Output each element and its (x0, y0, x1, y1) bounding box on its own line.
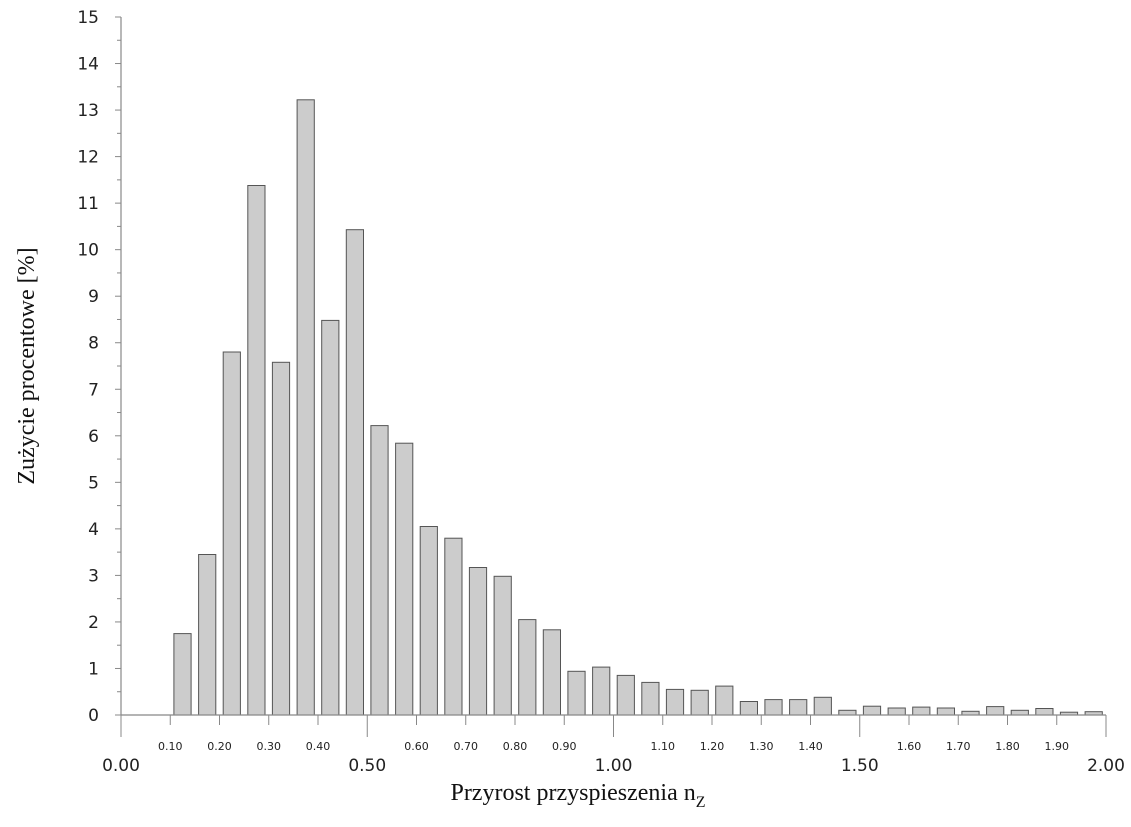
x-minor-tick-label: 1.60 (897, 740, 922, 753)
y-tick-label: 15 (77, 8, 99, 28)
bar (616, 674, 635, 716)
bar (296, 99, 315, 716)
y-tick-label: 14 (77, 55, 99, 75)
bar (222, 351, 241, 716)
y-tick-label: 10 (77, 241, 99, 261)
bar (1010, 709, 1029, 716)
x-axis-label-subscript: Z (696, 794, 706, 811)
bar (198, 554, 217, 716)
x-minor-tick-label: 0.70 (454, 740, 479, 753)
y-tick-label: 7 (88, 380, 99, 400)
bar (321, 319, 340, 716)
bar (838, 709, 857, 716)
x-minor-tick-label: 1.10 (651, 740, 676, 753)
bar (739, 701, 758, 716)
bar (444, 537, 463, 716)
x-minor-tick-label: 0.40 (306, 740, 331, 753)
bar (715, 685, 734, 716)
y-tick-label: 4 (88, 520, 99, 540)
bar (592, 666, 611, 716)
y-tick-label: 13 (77, 101, 99, 121)
bar (542, 629, 561, 716)
x-major-tick-label: 1.50 (841, 756, 879, 776)
bar (518, 619, 537, 716)
x-minor-tick-label: 1.30 (749, 740, 774, 753)
y-tick-label: 2 (88, 613, 99, 633)
bar (271, 361, 291, 716)
x-major-tick-label: 1.00 (595, 756, 633, 776)
bars-group (173, 99, 1103, 716)
bar (395, 442, 414, 716)
y-tick-label: 6 (88, 427, 99, 447)
bar (665, 688, 685, 716)
y-tick-label: 11 (77, 194, 99, 214)
x-minor-tick-label: 0.20 (207, 740, 232, 753)
y-tick-label: 9 (88, 287, 99, 307)
bar (468, 567, 488, 716)
y-tick-label: 12 (77, 148, 99, 168)
x-minor-tick-label: 0.60 (404, 740, 429, 753)
x-major-tick-label: 2.00 (1087, 756, 1125, 776)
x-minor-tick-label: 1.70 (946, 740, 971, 753)
bar (567, 670, 586, 716)
bar (912, 706, 931, 716)
x-minor-tick-label: 1.90 (1045, 740, 1070, 753)
bar (173, 633, 192, 716)
x-axis-label: Przyrost przyspieszenia nZ (450, 780, 705, 811)
bar (813, 696, 832, 716)
x-minor-tick-label: 0.80 (503, 740, 528, 753)
x-minor-tick-label: 1.20 (700, 740, 725, 753)
bar (862, 705, 882, 716)
x-major-tick-label: 0.50 (348, 756, 386, 776)
bar (789, 699, 808, 716)
bar (247, 185, 266, 716)
bar (887, 707, 906, 716)
y-axis-label: Zużycie procentowe [%] (14, 247, 40, 484)
x-minor-tick-label: 1.80 (995, 740, 1020, 753)
bar (419, 526, 438, 716)
bar (493, 575, 512, 716)
x-minor-tick-label: 0.10 (158, 740, 183, 753)
bar (370, 425, 389, 716)
bar (936, 707, 955, 716)
bar (1035, 708, 1054, 716)
y-tick-label: 3 (88, 566, 99, 586)
x-minor-tick-label: 1.40 (798, 740, 823, 753)
bar (690, 689, 709, 716)
x-minor-tick-label: 0.90 (552, 740, 577, 753)
y-tick-label: 8 (88, 334, 99, 354)
x-axis: 0.00 0.50 1.00 1.50 2.00 0.10 0.20 0.30 0.40 0.60… (102, 714, 1125, 776)
y-tick-label: 0 (88, 706, 99, 726)
x-axis-label-main: Przyrost przyspieszenia n (450, 780, 695, 806)
x-minor-tick-label: 0.30 (257, 740, 282, 753)
y-tick-label: 1 (88, 659, 99, 679)
x-major-tick-label: 0.00 (102, 756, 140, 776)
bar (986, 706, 1005, 716)
bar (641, 681, 660, 716)
bar (345, 229, 364, 716)
y-tick-label: 5 (88, 473, 99, 493)
bar (764, 699, 783, 716)
